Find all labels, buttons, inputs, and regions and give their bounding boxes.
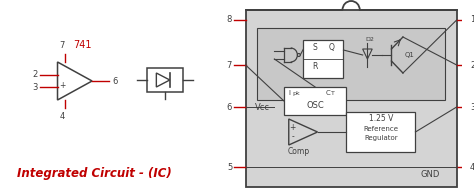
- Text: 4: 4: [470, 162, 474, 171]
- Text: 1: 1: [470, 15, 474, 25]
- Text: Reference: Reference: [364, 126, 398, 132]
- Text: 6: 6: [112, 76, 118, 85]
- Bar: [284, 87, 346, 115]
- Text: T: T: [331, 91, 335, 96]
- Text: 7: 7: [60, 41, 65, 50]
- Text: Q1: Q1: [405, 52, 415, 58]
- Text: I: I: [289, 90, 291, 96]
- Text: R: R: [312, 62, 318, 71]
- Text: 3: 3: [470, 103, 474, 112]
- Text: 3: 3: [32, 83, 37, 92]
- Text: 8: 8: [227, 15, 232, 25]
- Text: S: S: [313, 43, 318, 52]
- Bar: [147, 68, 183, 92]
- Text: Integrated Circuit - (IC): Integrated Circuit - (IC): [17, 167, 172, 180]
- Text: +: +: [290, 122, 296, 131]
- Text: D2: D2: [365, 37, 374, 42]
- Text: 2: 2: [470, 60, 474, 69]
- Bar: [346, 112, 415, 152]
- Text: GND: GND: [420, 170, 439, 179]
- Text: 741: 741: [73, 40, 91, 50]
- Text: Comp: Comp: [287, 147, 310, 156]
- Text: +: +: [59, 81, 65, 90]
- Text: 7: 7: [227, 60, 232, 69]
- Text: 6: 6: [227, 103, 232, 112]
- Text: C: C: [325, 90, 330, 96]
- Text: 1.25 V: 1.25 V: [369, 114, 393, 123]
- Text: 2: 2: [32, 70, 37, 79]
- Text: OSC: OSC: [306, 101, 324, 110]
- Text: 4: 4: [60, 112, 65, 121]
- Text: pk: pk: [292, 91, 301, 96]
- Text: Vcc: Vcc: [255, 103, 270, 112]
- Bar: [246, 10, 456, 187]
- Text: 5: 5: [227, 162, 232, 171]
- Text: Q: Q: [328, 43, 334, 52]
- Bar: [257, 28, 445, 100]
- Text: Regulator: Regulator: [364, 135, 398, 141]
- Text: -: -: [291, 132, 294, 142]
- Bar: [303, 40, 344, 78]
